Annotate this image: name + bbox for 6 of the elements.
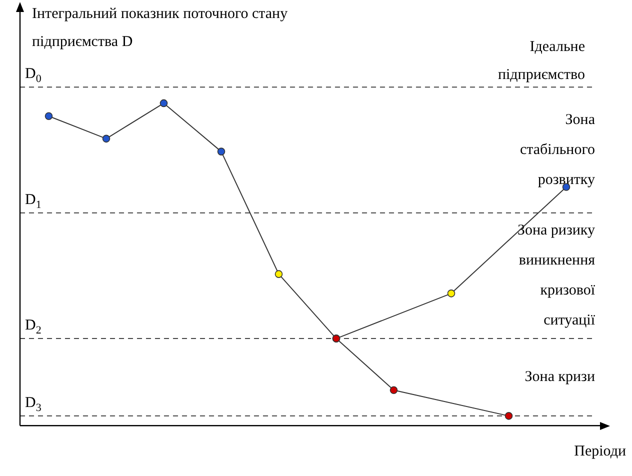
y-axis-title: Інтегральний показник поточного стану підприємства D (32, 6, 288, 50)
annotation: Зона ризику виникнення кризової ситуації (517, 222, 596, 329)
annotation: Зона кризи (524, 369, 595, 386)
text: Ідеальне підприємство (498, 39, 586, 84)
annotation: Зона стабільного розвитку (520, 112, 596, 188)
x-axis-title: Періоди (574, 444, 626, 460)
